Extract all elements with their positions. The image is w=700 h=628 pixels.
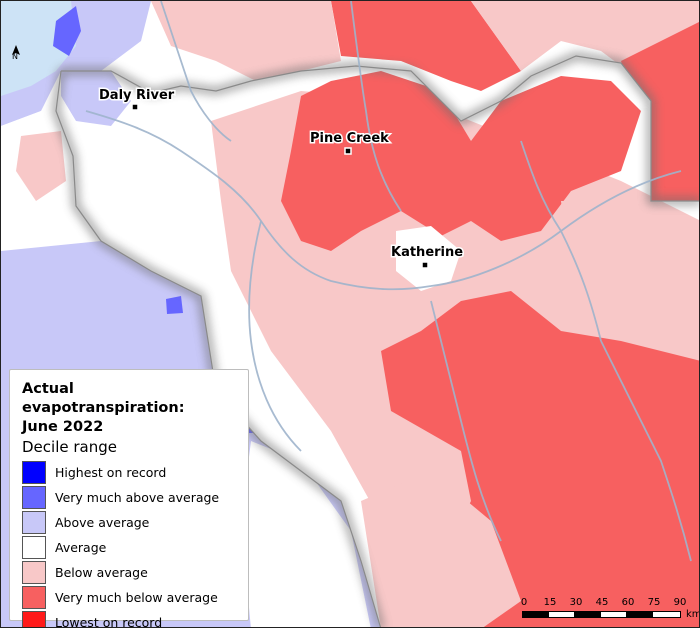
legend-label: Very much above average [55, 490, 220, 505]
legend-swatch [22, 486, 46, 509]
scale-tick: 0 [520, 597, 528, 608]
outside-red-north [331, 1, 521, 91]
legend-swatch [22, 561, 46, 584]
rivers [85, 1, 692, 562]
river-daly [85, 110, 432, 291]
legend-swatch [22, 536, 46, 559]
scale-tick: 60 [621, 597, 635, 608]
river-sw [248, 220, 302, 452]
scale-bar: 0 15 30 45 60 75 90 km [519, 597, 699, 623]
town-daly-river[interactable]: Daly River [98, 87, 176, 111]
north-arrow-icon: N [7, 45, 25, 69]
legend-label: Lowest on record [55, 615, 163, 628]
legend-swatch [22, 461, 46, 484]
region-red-southeast [561, 411, 699, 627]
sea-blue-islands [53, 6, 81, 56]
region-blue-west [61, 71, 131, 126]
outside-blue-patch-3 [166, 296, 183, 314]
region-white-katherine [396, 226, 461, 291]
region-boundary [55, 55, 699, 627]
river-east-fork [520, 140, 602, 342]
scale-tick: 75 [647, 597, 661, 608]
north-label: N [12, 52, 18, 61]
river-se [600, 340, 692, 562]
legend-item-very-much-below: Very much below average [22, 585, 236, 610]
town-marker-icon [131, 103, 139, 111]
town-katherine[interactable]: Katherine [390, 244, 465, 269]
legend-swatch [22, 511, 46, 534]
region-red-north [281, 71, 641, 251]
river-south [430, 300, 502, 542]
legend-panel: Actual evapotranspiration: June 2022 Dec… [9, 369, 249, 627]
scale-segment [574, 611, 601, 618]
legend-label: Average [55, 540, 107, 555]
scale-unit: km [686, 609, 700, 620]
scale-tick: 90 [673, 597, 687, 608]
legend-subtitle: Decile range [22, 438, 117, 456]
legend-title-line-1: Actual evapotranspiration: [22, 381, 185, 416]
outside-white-southwest [241, 441, 371, 627]
legend-title-line-2: June 2022 [22, 419, 104, 435]
legend-item-above: Above average [22, 510, 236, 535]
legend-label: Very much below average [55, 590, 218, 605]
legend-item-average: Average [22, 535, 236, 560]
region-pink-south [361, 471, 521, 627]
town-pine-creek[interactable]: Pine Creek [309, 130, 391, 155]
outside-pink-west [16, 131, 66, 201]
scale-segment [652, 611, 681, 618]
town-label: Katherine [391, 245, 463, 260]
outside-pink-north [151, 1, 341, 81]
river-west [160, 1, 232, 142]
town-label: Pine Creek [310, 131, 389, 146]
legend-item-below: Below average [22, 560, 236, 585]
legend-swatch [22, 611, 46, 627]
scale-segment [626, 611, 653, 618]
scale-segment [548, 611, 575, 618]
legend-item-highest: Highest on record [22, 460, 236, 485]
legend-label: Above average [55, 515, 150, 530]
scale-tick: 30 [569, 597, 583, 608]
scale-tick: 45 [595, 597, 609, 608]
town-marker-icon [421, 261, 429, 269]
legend-item-lowest: Lowest on record [22, 610, 236, 628]
scale-tick: 15 [543, 597, 557, 608]
legend-swatch [22, 586, 46, 609]
town-marker-icon [344, 147, 352, 155]
legend-label: Below average [55, 565, 148, 580]
town-label: Daly River [99, 88, 175, 103]
scale-segment [522, 611, 549, 618]
river-north-fork [350, 1, 402, 212]
scale-segment [600, 611, 627, 618]
legend-item-very-much-above: Very much above average [22, 485, 236, 510]
outside-red-east [621, 22, 699, 211]
region-pink-east [561, 201, 681, 331]
legend-label: Highest on record [55, 465, 167, 480]
legend-title: Actual evapotranspiration: June 2022 [22, 380, 236, 437]
